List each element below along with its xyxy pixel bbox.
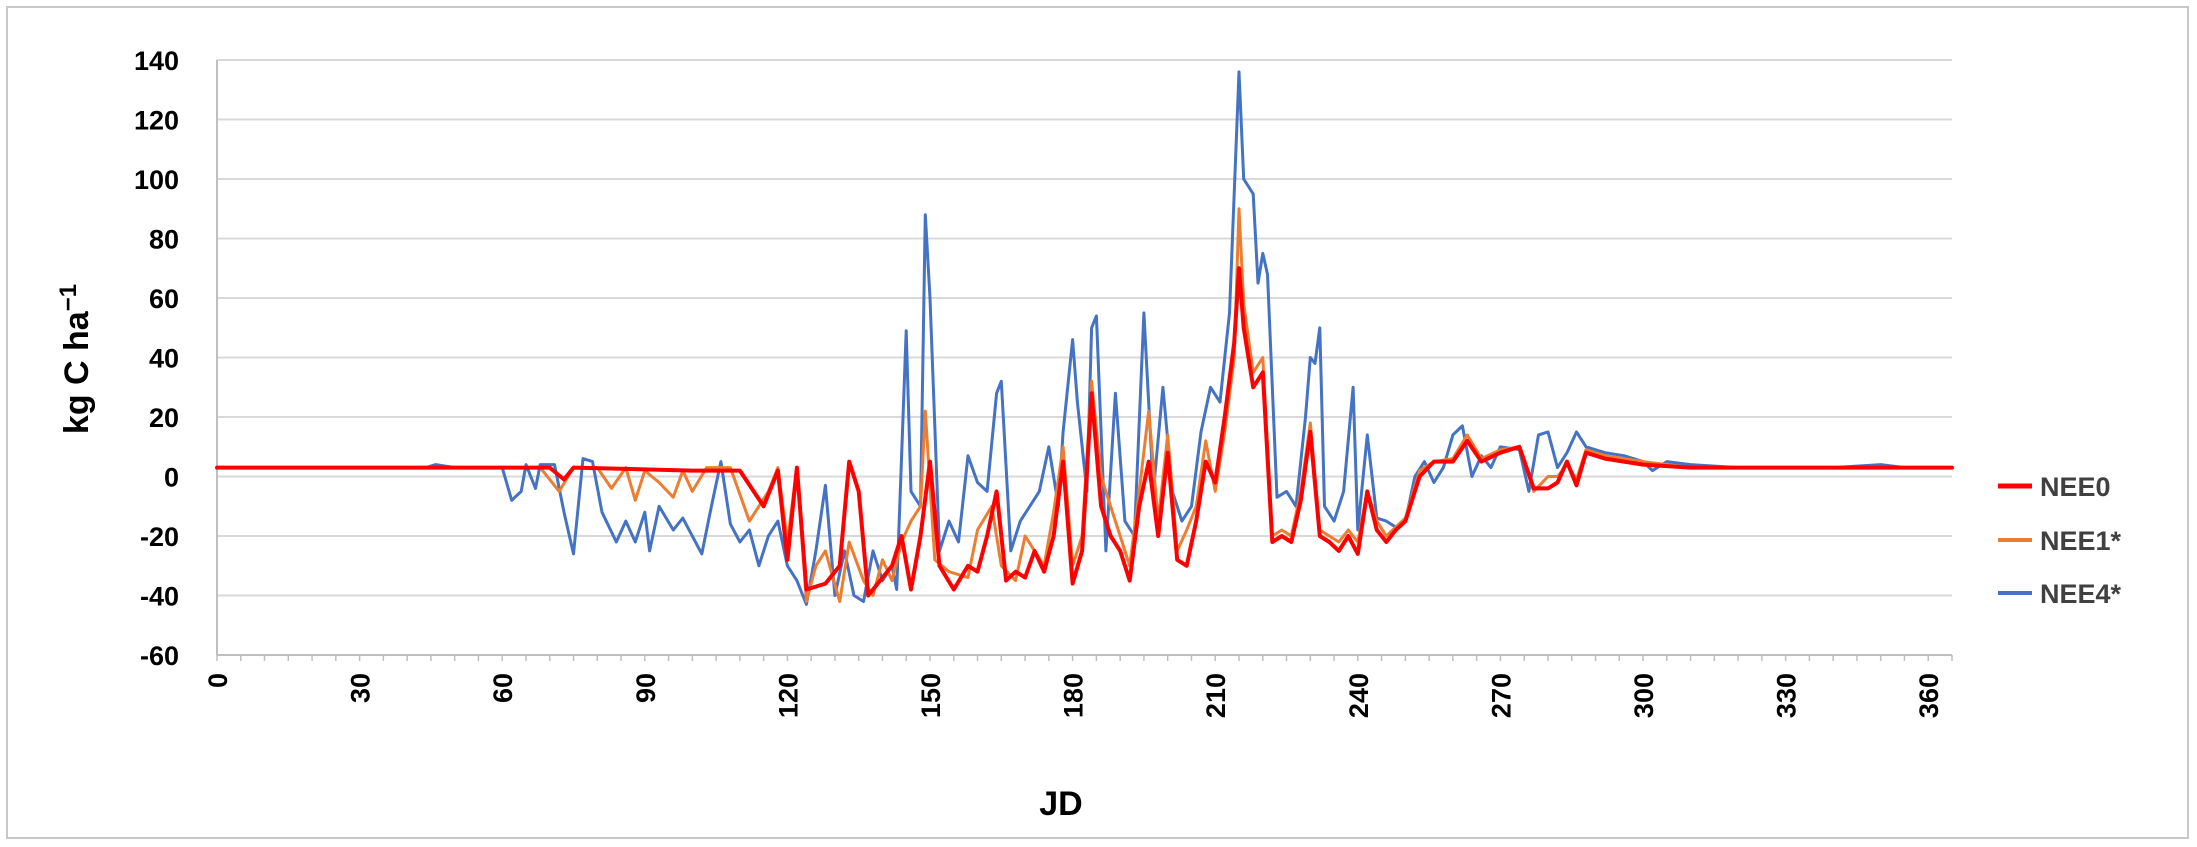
y-tick-label-4: 20 (149, 403, 179, 433)
series-line-nee0 (215, 266, 1954, 598)
axes (216, 60, 1953, 661)
legend: NEE0 NEE1* NEE4* (1998, 472, 2122, 609)
y-tick-label-3: 0 (164, 463, 179, 493)
x-tick-label-6: 180 (1059, 673, 1089, 718)
x-tick-label-8: 240 (1344, 673, 1374, 718)
y-gridlines (217, 59, 1952, 656)
y-tick-label-8: 100 (134, 165, 179, 195)
chart-frame (6, 6, 2189, 839)
y-tick-label-6: 60 (149, 284, 179, 314)
x-tick-label-10: 300 (1629, 673, 1659, 718)
legend-label-nee0: NEE0 (2040, 472, 2111, 502)
y-tick-label-10: 140 (134, 46, 179, 76)
y-tick-label-5: 40 (149, 344, 179, 374)
y-axis-title-text: kg C ha (58, 310, 96, 434)
x-tick-label-7: 210 (1201, 673, 1231, 718)
y-tick-label-0: -60 (140, 641, 179, 671)
series-lines (215, 70, 1954, 606)
x-tick-label-11: 330 (1772, 673, 1802, 718)
x-tick-label-5: 150 (916, 673, 946, 718)
x-tick-label-12: 360 (1914, 673, 1944, 718)
x-tick-label-0: 0 (203, 673, 233, 688)
y-axis-title: kg C ha−1 (55, 284, 96, 434)
y-tick-label-9: 120 (134, 106, 179, 136)
x-tick-label-2: 60 (488, 673, 518, 703)
y-tick-label-7: 80 (149, 225, 179, 255)
y-tick-label-1: -40 (140, 582, 179, 612)
x-tick-label-9: 270 (1486, 673, 1516, 718)
x-tick-label-3: 90 (631, 673, 661, 703)
legend-label-nee4: NEE4* (2040, 579, 2122, 609)
y-tick-labels: -60 -40 -20 0 20 40 60 80 100 120 140 (134, 46, 179, 671)
x-axis-title: JD (1039, 785, 1082, 823)
legend-label-nee1: NEE1* (2040, 526, 2122, 556)
y-tick-label-2: -20 (140, 522, 179, 552)
x-tick-label-1: 30 (346, 673, 376, 703)
y-axis-title-superscript: −1 (55, 284, 82, 311)
x-tick-labels: 0 30 60 90 120 150 180 210 240 270 300 330 360 (203, 673, 1944, 718)
x-tick-label-4: 120 (773, 673, 803, 718)
